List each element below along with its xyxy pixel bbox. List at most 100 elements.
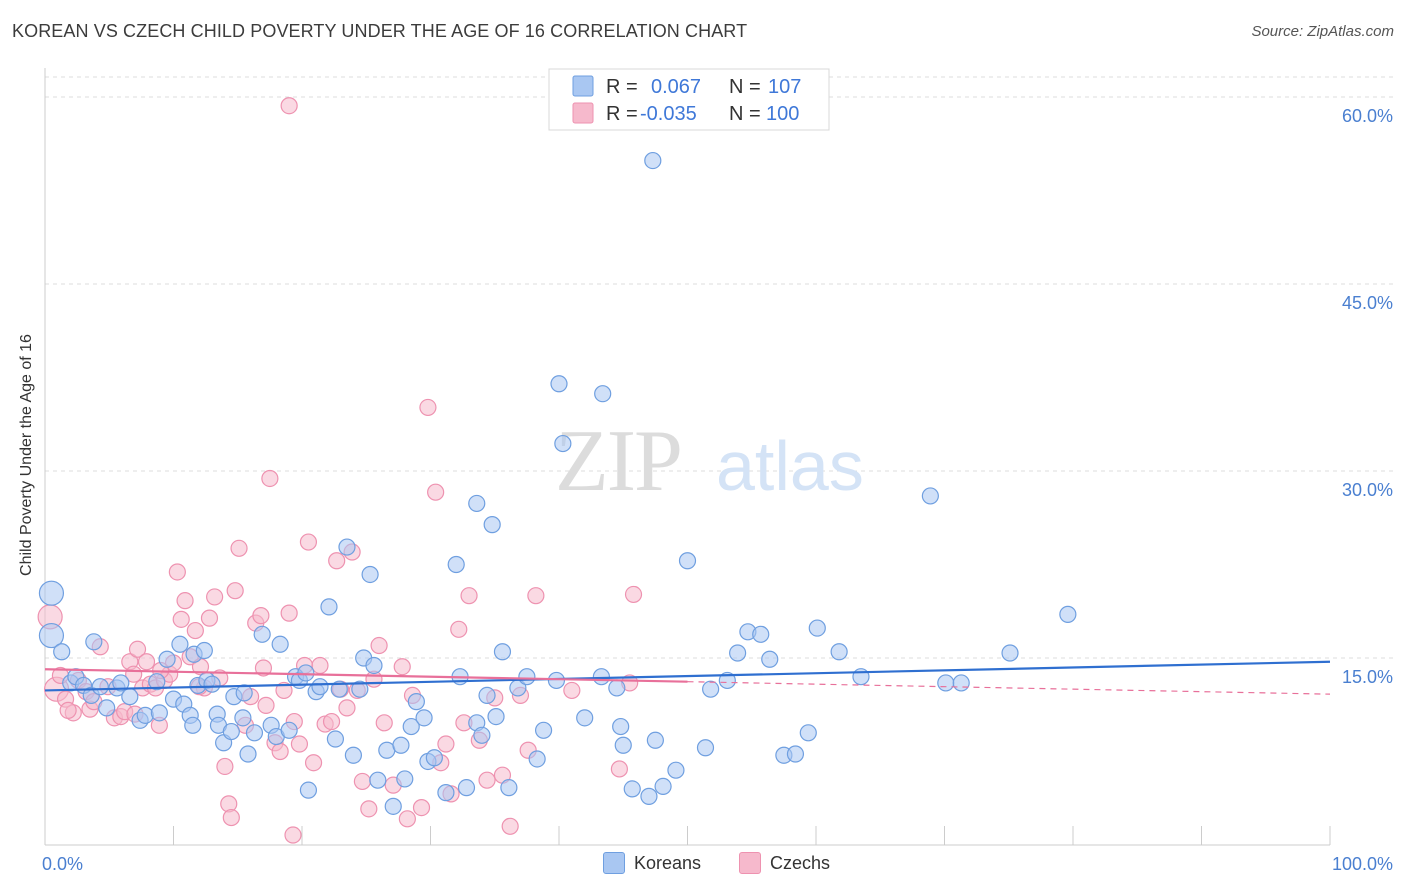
korean-point-53	[351, 680, 369, 698]
korean-point-99	[761, 650, 779, 668]
legend-r-value-czechs: -0.035	[640, 103, 697, 125]
czech-point-64	[370, 636, 388, 655]
czech-point-28	[186, 621, 204, 640]
korean-point-2	[53, 643, 71, 661]
czech-point-26	[176, 592, 194, 610]
czech-point-46	[275, 681, 293, 700]
korean-point-79	[528, 750, 546, 768]
y-tick-label-1: 30.0%	[1342, 480, 1393, 500]
czech-point-47	[280, 604, 298, 622]
korean-point-44	[297, 664, 315, 682]
korean-point-85	[612, 717, 630, 736]
legend-n-value-czechs: 100	[766, 103, 799, 125]
legend-swatch-czechs-bottom	[739, 852, 761, 874]
korean-point-47	[311, 678, 329, 696]
korean-point-74	[487, 707, 505, 726]
korean-point-60	[392, 736, 410, 754]
korean-point-107	[952, 674, 970, 692]
korean-point-102	[799, 724, 817, 742]
czech-point-83	[501, 817, 519, 835]
korean-point-8	[91, 678, 109, 696]
korean-point-96	[729, 644, 747, 662]
korean-point-72	[473, 726, 491, 744]
korean-point-91	[667, 761, 685, 779]
czech-point-36	[226, 582, 244, 600]
czech-point-86	[527, 587, 545, 605]
korean-point-14	[136, 706, 154, 724]
trend-lines	[44, 660, 1331, 695]
legend-swatch-koreans-bottom	[603, 852, 625, 874]
korean-point-112	[554, 434, 572, 453]
korean-point-9	[98, 699, 116, 717]
legend-n-label-czechs: N =	[729, 103, 761, 125]
czech-point-65	[375, 714, 393, 732]
korean-trend-line	[44, 660, 1331, 692]
czech-point-25	[172, 610, 190, 628]
korean-point-61	[396, 770, 414, 788]
korean-point-23	[184, 716, 202, 734]
czech-point-71	[419, 398, 437, 417]
czech-trend-line-extension	[687, 681, 1331, 695]
czech-point-68	[398, 810, 416, 828]
korean-point-75	[493, 643, 512, 661]
czech-point-34	[216, 757, 234, 776]
korean-point-94	[702, 680, 720, 698]
czech-point-67	[393, 658, 411, 676]
korean-point-19	[171, 635, 189, 653]
legend-r-label-koreans: R =	[606, 76, 638, 98]
korean-point-82	[576, 709, 594, 727]
korean-points	[38, 151, 1077, 815]
czech-point-56	[328, 552, 346, 570]
korean-point-55	[361, 565, 379, 584]
korean-point-15	[148, 673, 166, 691]
korean-point-110	[550, 375, 568, 393]
czech-point-51	[299, 533, 318, 551]
korean-point-40	[271, 635, 289, 653]
korean-point-33	[235, 684, 253, 702]
czech-point-42	[257, 696, 275, 714]
korean-point-89	[646, 731, 664, 749]
korean-point-68	[447, 555, 465, 574]
czech-point-98	[254, 659, 273, 677]
czech-point-52	[304, 754, 323, 772]
korean-point-7	[85, 633, 103, 651]
korean-point-106	[937, 674, 955, 692]
x-tick-label-0: 0.0%	[42, 854, 83, 874]
korean-point-76	[500, 779, 518, 797]
czech-point-70	[412, 798, 431, 817]
korean-point-49	[326, 730, 345, 748]
czech-point-80	[478, 771, 496, 789]
korean-point-34	[234, 709, 252, 727]
korean-point-12	[121, 688, 139, 706]
korean-point-17	[158, 650, 176, 668]
korean-point-90	[654, 777, 672, 796]
korean-point-36	[245, 724, 264, 742]
korean-point-1	[38, 622, 65, 649]
korean-point-80	[534, 721, 553, 739]
korean-point-70	[457, 779, 476, 797]
legend-label-czechs: Czechs	[770, 852, 831, 873]
korean-point-11	[112, 674, 130, 692]
korean-point-63	[407, 693, 425, 711]
chart-title: KOREAN VS CZECH CHILD POVERTY UNDER THE …	[12, 21, 748, 41]
czech-point-61	[353, 772, 371, 791]
czech-point-92	[284, 826, 302, 844]
correlation-legend: R = 0.067 N = 107 R = -0.035 N = 100	[548, 68, 830, 131]
czech-point-93	[222, 808, 240, 827]
korean-point-0	[38, 580, 65, 606]
y-tick-label-3: 60.0%	[1342, 106, 1393, 126]
y-tick-label-0: 15.0%	[1342, 667, 1393, 687]
korean-point-101	[786, 745, 805, 763]
korean-point-50	[330, 680, 348, 698]
legend-swatch-koreans	[572, 75, 594, 97]
korean-point-37	[253, 625, 271, 643]
korean-point-64	[415, 709, 433, 727]
korean-point-57	[369, 771, 387, 789]
korean-point-108	[1001, 644, 1019, 662]
korean-point-31	[222, 722, 240, 741]
legend-label-koreans: Koreans	[634, 852, 702, 873]
czech-point-74	[437, 735, 455, 753]
czech-point-90	[624, 585, 643, 604]
czech-trend-line	[44, 668, 688, 683]
korean-point-35	[239, 745, 257, 763]
